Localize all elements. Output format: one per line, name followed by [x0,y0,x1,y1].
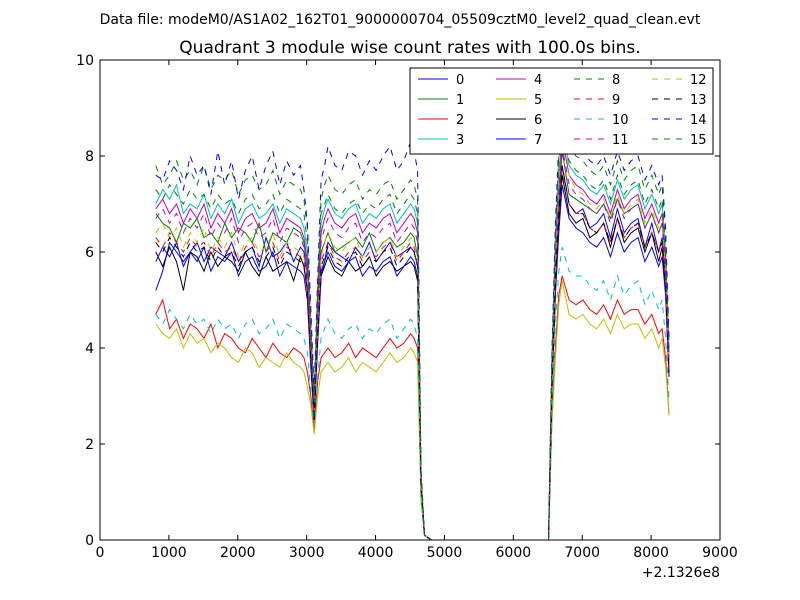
y-tick-label: 0 [85,533,94,549]
x-tick-label: 3000 [289,545,325,561]
legend-label-8: 8 [612,73,620,88]
series-line-3 [155,127,670,541]
legend-label-14: 14 [690,113,707,128]
x-tick-label: 7000 [564,545,600,561]
legend-label-7: 7 [534,133,542,148]
legend-label-5: 5 [534,93,542,108]
series-line-12 [155,107,670,541]
x-tick-label: 5000 [427,545,463,561]
series-line-7 [155,184,670,541]
series-line-14 [155,112,670,541]
series-line-11 [155,146,670,541]
axes: 0 1000 2000 3000 4000 5000 6000 7000 8000 9000 0 2 4… [76,53,738,581]
plot-area [155,107,670,541]
legend-label-2: 2 [456,113,464,128]
legend-label-9: 9 [612,93,620,108]
x-tick-label: 9000 [702,545,738,561]
legend-box [409,67,714,155]
legend-label-4: 4 [534,73,542,88]
axes-frame [99,59,721,541]
legend-label-1: 1 [456,93,464,108]
legend-label-10: 10 [612,113,629,128]
chart-title: Quadrant 3 module wise count rates with … [179,38,640,58]
legend-label-13: 13 [690,93,707,108]
legend-label-12: 12 [690,73,707,88]
y-tick-label: 10 [76,53,94,69]
y-tick-label: 4 [85,341,94,357]
x-tick-label: 0 [96,545,105,561]
series-line-13 [155,165,670,541]
x-tick-label: 2000 [220,545,256,561]
x-tick-label: 4000 [358,545,394,561]
legend-label-15: 15 [690,133,707,148]
legend-label-0: 0 [456,73,464,88]
legend-label-3: 3 [456,133,464,148]
series-line-15 [155,127,670,541]
y-tick-label: 2 [85,437,94,453]
x-offset-label: +2.1326e8 [642,565,720,581]
series-line-1 [155,151,670,541]
series-line-5 [155,280,670,541]
series-line-8 [155,117,670,541]
suptitle: Data file: modeM0/AS1A02_162T01_90000007… [100,12,701,28]
series-line-0 [155,165,670,541]
x-tick-label: 8000 [633,545,669,561]
series-line-10 [155,247,670,541]
series-line-4 [155,136,670,541]
y-tick-label: 8 [85,149,94,165]
legend-label-6: 6 [534,113,542,128]
x-tick-label: 1000 [151,545,187,561]
legend-label-11: 11 [612,133,629,148]
y-tick-label: 6 [85,245,94,261]
series-line-2 [155,275,670,541]
x-tick-label: 6000 [496,545,532,561]
